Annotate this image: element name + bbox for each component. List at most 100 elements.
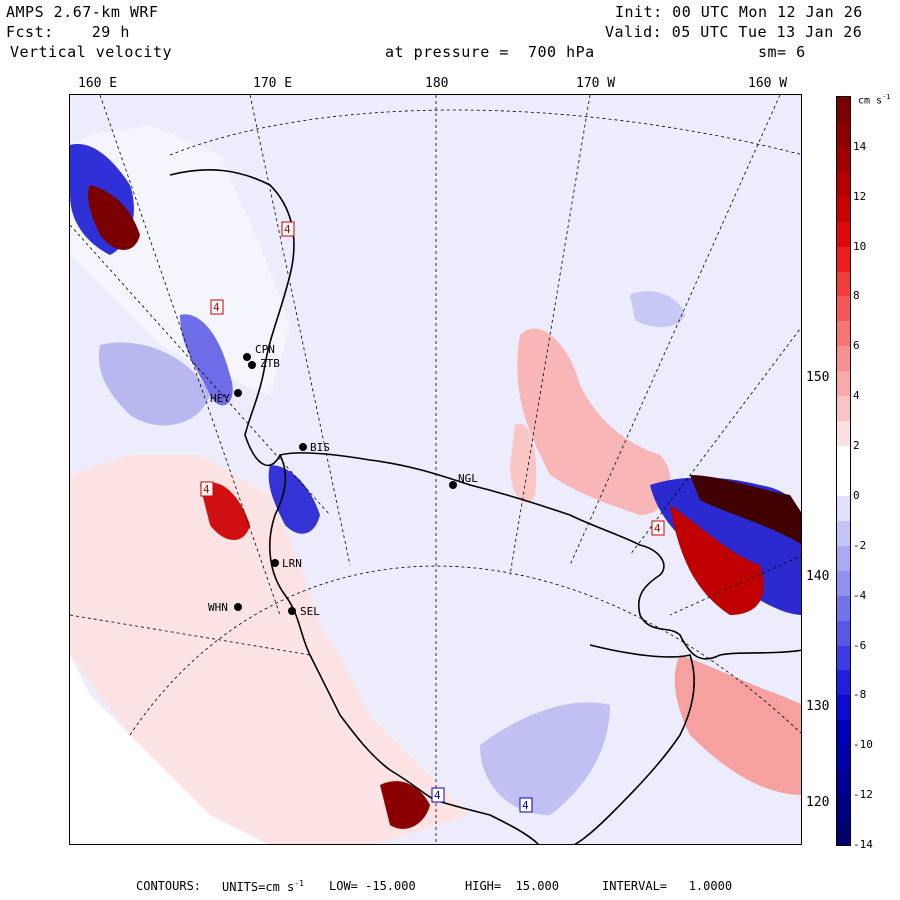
contour-label: 4 — [213, 301, 220, 314]
contour-label: 4 — [522, 799, 529, 812]
colorbar-segment — [837, 196, 850, 222]
colorbar-tick-label: -2 — [853, 538, 867, 552]
colorbar-segment — [837, 446, 850, 472]
stations: CPN ZTB HEY BIS NGL LRN SEL WHN — [208, 343, 478, 618]
colorbar-tick-label: 8 — [853, 289, 860, 303]
coastline — [169, 169, 801, 844]
transantarctic-coast — [269, 454, 436, 801]
meridian-170e — [249, 95, 351, 566]
field-name: Vertical velocity — [10, 43, 173, 61]
station-whn-dot[interactable] — [234, 603, 242, 611]
station-ngl-dot[interactable] — [449, 481, 457, 489]
station-whn-label: WHN — [208, 601, 228, 614]
station-bis-dot[interactable] — [299, 443, 307, 451]
contour-label: 4 — [284, 223, 291, 236]
colorbar-tick-label: -4 — [853, 588, 867, 602]
colorbar-segment — [837, 745, 850, 771]
colorbar-segment — [837, 421, 850, 447]
parallel-1 — [169, 109, 801, 156]
colorbar-segment — [837, 820, 850, 846]
descent-blob-4 — [480, 702, 610, 815]
contour-label-box — [651, 520, 665, 536]
station-lrn-label: LRN — [282, 557, 302, 570]
footer-high: HIGH= 15.000 — [465, 879, 559, 893]
colorbar-tick-label: 4 — [853, 389, 860, 403]
contour-label-box — [519, 797, 533, 813]
colorbar-unit: cm s-1 — [858, 93, 891, 107]
ascent-field-west — [70, 455, 470, 844]
colorbar-segment — [837, 171, 850, 197]
contour-label-box — [431, 787, 445, 803]
station-hey-dot[interactable] — [234, 389, 242, 397]
contour-labels: 4 4 4 4 4 4 — [200, 221, 665, 813]
ascent-field-se — [674, 655, 801, 795]
colorbar-segment — [837, 770, 850, 796]
colorbar-segment — [837, 346, 850, 372]
station-lrn-dot[interactable] — [271, 559, 279, 567]
contour-label-box — [200, 481, 214, 497]
colorbar-segment — [837, 246, 850, 272]
station-cpn-dot[interactable] — [243, 353, 251, 361]
colorbar-segment — [837, 620, 850, 646]
descent-blob-1 — [630, 291, 685, 327]
station-ztb-dot[interactable] — [248, 361, 256, 369]
no-data-region — [70, 655, 268, 844]
colorbar-segment — [837, 471, 850, 496]
colorbar-segment — [837, 545, 850, 571]
station-sel-dot[interactable] — [288, 607, 296, 615]
strong-ascent-ne — [670, 505, 764, 615]
colorbar-segment — [837, 695, 850, 721]
colorbar-tick-label: 14 — [853, 139, 867, 153]
colorbar-segment — [837, 396, 850, 422]
descent-blob-3 — [180, 314, 233, 406]
ascent-blob-ross — [517, 328, 671, 515]
colorbar-segment — [837, 321, 850, 347]
station-ztb-label: ZTB — [260, 357, 280, 370]
contour-label: 4 — [434, 789, 441, 802]
colorbar-tick-label: 0 — [853, 488, 860, 502]
meridian-150e — [70, 224, 331, 516]
colorbar-segment — [837, 296, 850, 322]
colorbar-tick-label: 12 — [853, 189, 867, 203]
inland-boundary — [573, 644, 695, 844]
map-panel[interactable]: CPN ZTB HEY BIS NGL LRN SEL WHN 4 4 4 4 — [69, 94, 802, 845]
map-canvas: CPN ZTB HEY BIS NGL LRN SEL WHN 4 4 4 4 — [70, 95, 801, 844]
colorbar-segment — [837, 520, 850, 546]
colorbar-segment — [837, 595, 850, 621]
colorbar-tick-label: -8 — [853, 688, 867, 702]
colorbar-segment — [837, 645, 850, 671]
strong-ascent-nw — [88, 185, 140, 250]
strong-ascent-core — [690, 475, 801, 544]
ascent-blob-coast — [200, 482, 250, 540]
colorbar-tick-label: 10 — [853, 239, 867, 253]
footer-contours: CONTOURS: — [136, 879, 202, 893]
colorbar-tick-label: 2 — [853, 439, 860, 453]
contour-label-box — [281, 221, 295, 237]
south-coast — [434, 799, 540, 844]
colorbar-segment — [837, 97, 850, 122]
ascent-blob-small — [510, 423, 537, 504]
colorbar — [836, 96, 851, 846]
lon-label-160e: 160 E — [78, 76, 118, 91]
model-title: AMPS 2.67-km WRF — [6, 3, 159, 21]
descent-blob-2 — [99, 342, 210, 426]
station-hey-label: HEY — [210, 392, 230, 405]
lon-label-170w: 170 W — [576, 76, 616, 91]
footer-units: UNITS=cm s-1 — [222, 879, 304, 894]
colorbar-tick-label: -10 — [853, 738, 873, 752]
colorbar-segment — [837, 221, 850, 247]
colorbar-tick-label: -14 — [853, 838, 873, 851]
pressure-level: at pressure = 700 hPa — [385, 43, 595, 61]
meridian-160e — [99, 95, 281, 616]
descent-blob-coast — [268, 465, 320, 534]
lon-label-160w: 160 W — [748, 76, 788, 91]
colorbar-segment — [837, 371, 850, 397]
footer-interval: INTERVAL= 1.0000 — [602, 879, 733, 893]
lon-label-170e: 170 E — [253, 76, 293, 91]
colorbar-segment — [837, 570, 850, 596]
meridian-140e — [70, 614, 311, 656]
graticule — [70, 95, 801, 844]
ascent-blob-south — [380, 781, 430, 829]
valid-time: Valid: 05 UTC Tue 13 Jan 26 — [605, 23, 863, 41]
colorbar-segment — [837, 670, 850, 696]
